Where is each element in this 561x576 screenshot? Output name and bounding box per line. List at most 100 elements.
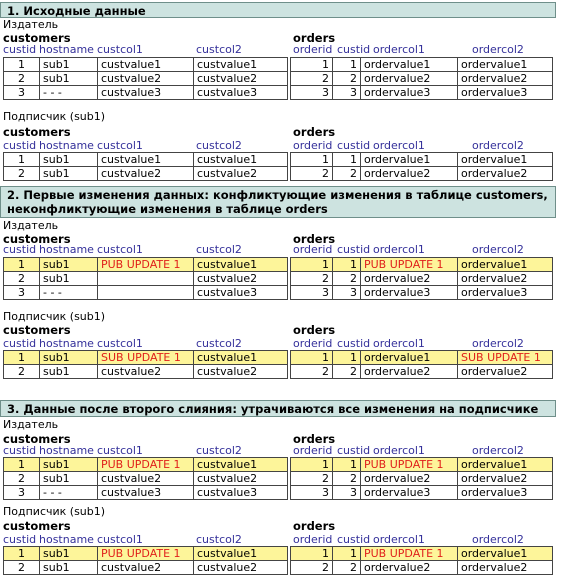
pub-orders-col-custid: custid (337, 43, 371, 56)
table-cell: custvalue1 (193, 152, 288, 167)
section-title: 3. Данные после второго слияния: утрачив… (7, 402, 539, 416)
table-cell: 1 (290, 57, 333, 72)
table-cell: sub1 (39, 271, 98, 286)
table-cell: 2 (3, 166, 40, 181)
table-cell: sub1 (39, 471, 98, 486)
table-cell: 1 (332, 257, 361, 272)
table-cell: sub1 (39, 166, 98, 181)
orders-table-name: orders (293, 125, 336, 139)
sub-orders-col-orderid: orderid (293, 337, 333, 350)
table-cell: ordervalue1 (360, 350, 458, 365)
table-row: 2 2 ordervalue2 ordervalue2 (290, 471, 553, 486)
sub-customers-col-custcol2: custcol2 (196, 139, 242, 152)
subscriber-label: Подписчик (sub1) (3, 110, 106, 123)
table-row: 2 2 ordervalue2 ordervalue2 (290, 71, 553, 86)
table-cell: 2 (332, 560, 361, 575)
sub-orders-col-ordercol1: ordercol1 (373, 337, 425, 350)
table-cell: 1 (290, 257, 333, 272)
pub-orders-col-custid: custid (337, 243, 371, 256)
table-cell: 2 (332, 471, 361, 486)
pub-orders-col-orderid: orderid (293, 243, 333, 256)
sub-customers-col-custcol2: custcol2 (196, 337, 242, 350)
sub-orders-col-ordercol2: ordercol2 (472, 337, 524, 350)
publisher-label: Издатель (3, 418, 59, 431)
sub-customers-col-hostname: hostname (39, 139, 94, 152)
table-cell: PUB UPDATE 1 (97, 457, 194, 472)
table-cell: 2 (290, 271, 333, 286)
table-cell: ordervalue2 (360, 271, 458, 286)
pub-orders-col-ordercol1: ordercol1 (373, 444, 425, 457)
table-row: 1 1 PUB UPDATE 1 ordervalue1 (290, 457, 553, 472)
sub-orders-col-orderid: orderid (293, 139, 333, 152)
table-cell: custvalue3 (97, 85, 194, 100)
table-cell: custvalue2 (97, 71, 194, 86)
table-cell: sub1 (39, 364, 98, 379)
table-cell: ordervalue2 (457, 271, 553, 286)
table-cell: custvalue1 (193, 546, 288, 561)
table-cell: 1 (3, 257, 40, 272)
table-row: 3 3 ordervalue3 ordervalue3 (290, 285, 553, 300)
table-row: 1 sub1 SUB UPDATE 1 custvalue1 (3, 350, 288, 365)
table-cell: 1 (332, 152, 361, 167)
sub-orders-col-ordercol2: ordercol2 (472, 139, 524, 152)
table-row: 1 1 PUB UPDATE 1 ordervalue1 (290, 546, 553, 561)
table-cell: custvalue2 (193, 71, 288, 86)
pub-customers-col-custcol2: custcol2 (196, 43, 242, 56)
table-cell: ordervalue2 (457, 471, 553, 486)
table-cell: 2 (290, 364, 333, 379)
table-cell: 2 (332, 166, 361, 181)
table-row: 2 2 ordervalue2 ordervalue2 (290, 271, 553, 286)
table-cell: 1 (3, 546, 40, 561)
customers-table-name: customers (3, 125, 71, 139)
sub-orders-col-ordercol1: ordercol1 (373, 139, 425, 152)
publisher-label: Издатель (3, 18, 59, 31)
table-cell: - - - (39, 285, 98, 300)
table-cell: ordervalue3 (360, 485, 458, 500)
sub-orders-col-orderid: orderid (293, 533, 333, 546)
pub-customers-col-custcol1: custcol1 (97, 243, 143, 256)
table-cell: custvalue2 (97, 364, 194, 379)
table-cell: custvalue2 (97, 166, 194, 181)
table-cell: 3 (290, 285, 333, 300)
customers-table-name: customers (3, 432, 71, 446)
customers-table-name: customers (3, 31, 71, 45)
table-cell: 1 (3, 152, 40, 167)
table-cell: 2 (3, 71, 40, 86)
table-cell: 2 (3, 364, 40, 379)
table-cell: custvalue2 (193, 364, 288, 379)
subscriber-customers-table: 1 sub1 PUB UPDATE 1 custvalue1 2 sub1 custvalu… (3, 546, 288, 575)
table-cell: ordervalue2 (457, 560, 553, 575)
table-cell: ordervalue3 (360, 285, 458, 300)
table-row: 1 sub1 PUB UPDATE 1 custvalue1 (3, 457, 288, 472)
table-cell: 1 (290, 546, 333, 561)
table-row: 1 sub1 custvalue1 custvalue1 (3, 152, 288, 167)
orders-table-name: orders (293, 232, 336, 246)
orders-table-name: orders (293, 323, 336, 337)
table-cell: 1 (332, 350, 361, 365)
sub-customers-col-hostname: hostname (39, 533, 94, 546)
table-cell: custvalue1 (193, 350, 288, 365)
table-cell: 2 (290, 71, 333, 86)
pub-customers-col-hostname: hostname (39, 243, 94, 256)
table-cell: 2 (3, 471, 40, 486)
table-cell: 3 (332, 285, 361, 300)
table-cell: 2 (290, 471, 333, 486)
table-cell: custvalue1 (193, 57, 288, 72)
table-cell: SUB UPDATE 1 (457, 350, 553, 365)
sub-orders-col-custid: custid (337, 337, 371, 350)
table-cell: 2 (332, 364, 361, 379)
table-row: 3 3 ordervalue3 ordervalue3 (290, 85, 553, 100)
sub-customers-col-custcol1: custcol1 (97, 533, 143, 546)
table-cell: PUB UPDATE 1 (360, 457, 458, 472)
table-cell: 2 (332, 71, 361, 86)
table-cell: ordervalue2 (360, 560, 458, 575)
table-cell: 2 (3, 560, 40, 575)
pub-customers-col-custid: custid (3, 43, 37, 56)
pub-customers-col-custid: custid (3, 243, 37, 256)
pub-customers-col-custcol1: custcol1 (97, 444, 143, 457)
pub-customers-col-custid: custid (3, 444, 37, 457)
table-cell: custvalue2 (193, 471, 288, 486)
table-cell: 2 (3, 271, 40, 286)
table-cell: custvalue2 (193, 560, 288, 575)
table-cell: 2 (290, 560, 333, 575)
